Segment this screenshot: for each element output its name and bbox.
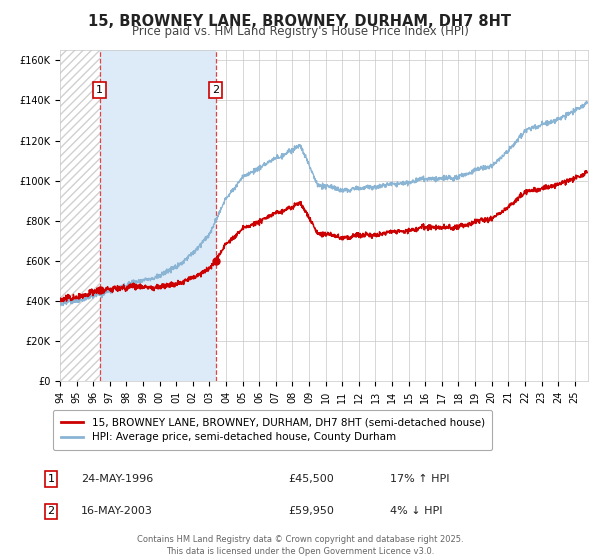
Text: 1: 1 (47, 474, 55, 484)
Text: 24-MAY-1996: 24-MAY-1996 (81, 474, 153, 484)
Bar (100, 50, 215, 381)
Text: 16-MAY-2003: 16-MAY-2003 (81, 506, 153, 516)
Text: Contains HM Land Registry data © Crown copyright and database right 2025.
This d: Contains HM Land Registry data © Crown c… (137, 535, 463, 556)
Text: 15, BROWNEY LANE, BROWNEY, DURHAM, DH7 8HT: 15, BROWNEY LANE, BROWNEY, DURHAM, DH7 8… (89, 14, 511, 29)
Text: 4% ↓ HPI: 4% ↓ HPI (390, 506, 443, 516)
Text: Price paid vs. HM Land Registry's House Price Index (HPI): Price paid vs. HM Land Registry's House … (131, 25, 469, 38)
Legend: 15, BROWNEY LANE, BROWNEY, DURHAM, DH7 8HT (semi-detached house), HPI: Average p: 15, BROWNEY LANE, BROWNEY, DURHAM, DH7 8… (53, 410, 492, 450)
Text: 1: 1 (96, 85, 103, 95)
Text: 17% ↑ HPI: 17% ↑ HPI (390, 474, 449, 484)
Bar (60, 50, 100, 381)
Text: £59,950: £59,950 (288, 506, 334, 516)
Bar (60, 50, 100, 381)
Text: £45,500: £45,500 (288, 474, 334, 484)
Text: 2: 2 (212, 85, 219, 95)
Text: 2: 2 (47, 506, 55, 516)
